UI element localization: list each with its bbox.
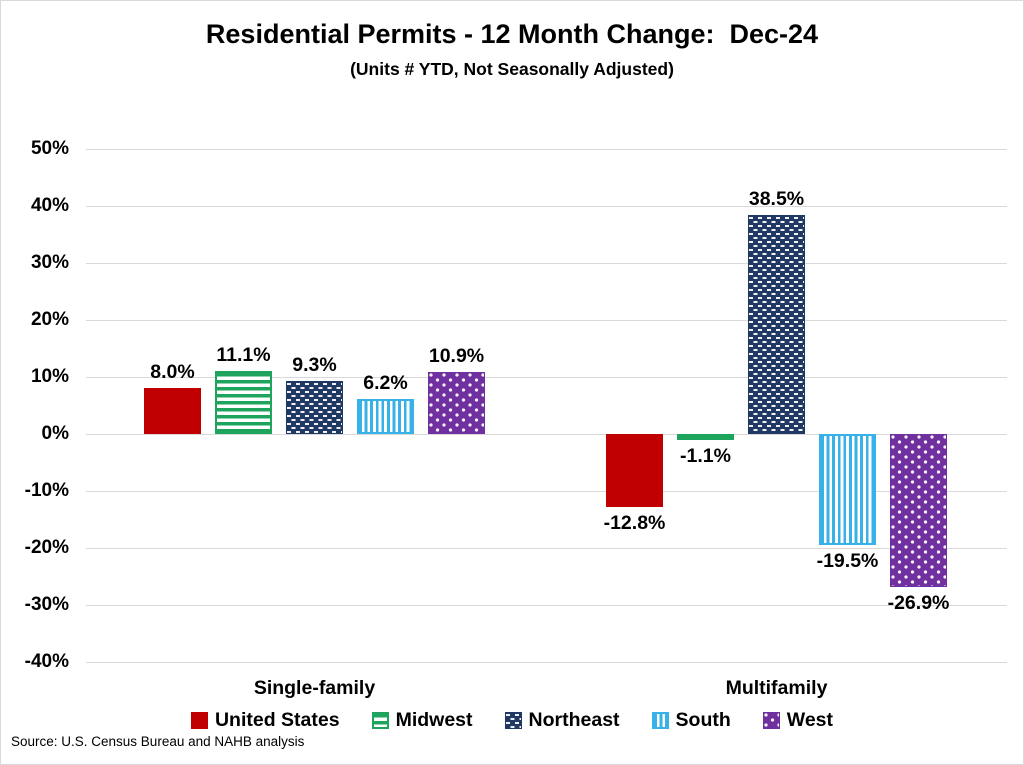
data-label-single-family-midwest: 11.1% xyxy=(216,343,271,366)
gridline-50- xyxy=(86,149,1007,150)
legend-swatch-south-icon xyxy=(651,712,669,729)
data-label-multifamily-united-states: -12.8% xyxy=(603,511,666,534)
bar-multifamily-united-states xyxy=(606,434,663,507)
y-axis-tick-20-: 20% xyxy=(30,309,69,330)
legend-swatch-united-states-icon xyxy=(190,712,208,729)
bar-multifamily-midwest xyxy=(677,434,734,441)
gridline-0- xyxy=(86,434,1007,435)
x-axis-category-multifamily: Multifamily xyxy=(725,677,828,699)
y-axis-tick-0-: 0% xyxy=(41,423,69,444)
legend-label-west: West xyxy=(786,709,834,731)
data-label-single-family-united-states: 8.0% xyxy=(150,361,195,384)
legend-swatch-northeast-icon xyxy=(504,712,522,729)
bar-multifamily-south xyxy=(819,434,876,546)
legend-swatch-west-icon xyxy=(762,712,780,729)
chart-subtitle: (Units # YTD, Not Seasonally Adjusted) xyxy=(350,59,674,79)
bar-multifamily-northeast xyxy=(748,214,805,434)
data-label-multifamily-midwest: -1.1% xyxy=(680,445,731,468)
gridline--30- xyxy=(86,605,1007,606)
legend-item-united-states: United States xyxy=(190,709,340,732)
data-label-multifamily-northeast: 38.5% xyxy=(748,187,805,210)
y-axis-tick-10-: 10% xyxy=(30,366,69,387)
gridline-40- xyxy=(86,206,1007,207)
data-label-single-family-west: 10.9% xyxy=(428,344,485,367)
gridline-10- xyxy=(86,377,1007,378)
bar-single-family-northeast xyxy=(286,380,343,434)
bar-multifamily-west xyxy=(890,434,947,588)
legend-label-northeast: Northeast xyxy=(528,709,620,731)
legend-label-midwest: Midwest xyxy=(395,709,473,731)
y-axis-tick--20-: -20% xyxy=(24,537,69,558)
legend-label-united-states: United States xyxy=(214,709,340,731)
legend-item-south: South xyxy=(651,709,731,732)
bar-single-family-united-states xyxy=(144,388,201,434)
gridline-20- xyxy=(86,320,1007,321)
y-axis-tick--40-: -40% xyxy=(24,651,69,672)
bar-single-family-midwest xyxy=(215,370,272,434)
bar-single-family-south xyxy=(357,398,414,434)
legend-swatch-midwest-icon xyxy=(371,712,389,729)
y-axis-tick--10-: -10% xyxy=(24,480,69,501)
data-label-multifamily-south: -19.5% xyxy=(816,550,879,573)
y-axis-tick-40-: 40% xyxy=(30,195,69,216)
y-axis-tick-30-: 30% xyxy=(30,252,69,273)
legend-item-northeast: Northeast xyxy=(504,709,620,732)
y-axis-tick-50-: 50% xyxy=(30,138,69,159)
legend-label-south: South xyxy=(675,709,731,731)
legend-item-midwest: Midwest xyxy=(371,709,473,732)
data-label-single-family-northeast: 9.3% xyxy=(292,353,337,376)
y-axis-tick--30-: -30% xyxy=(24,594,69,615)
data-label-single-family-south: 6.2% xyxy=(363,371,408,394)
gridline--40- xyxy=(86,662,1007,663)
chart-legend: United States Midwest Northeast South West xyxy=(1,709,1023,732)
gridline--10- xyxy=(86,491,1007,492)
bar-single-family-west xyxy=(428,371,485,434)
legend-item-west: West xyxy=(762,709,834,732)
source-note: Source: U.S. Census Bureau and NAHB anal… xyxy=(11,734,305,749)
x-axis-category-single-family: Single-family xyxy=(253,677,376,699)
chart-title: Residential Permits - 12 Month Change: D… xyxy=(205,19,819,49)
gridline-30- xyxy=(86,263,1007,264)
gridline--20- xyxy=(86,548,1007,549)
data-label-multifamily-west: -26.9% xyxy=(887,592,950,615)
